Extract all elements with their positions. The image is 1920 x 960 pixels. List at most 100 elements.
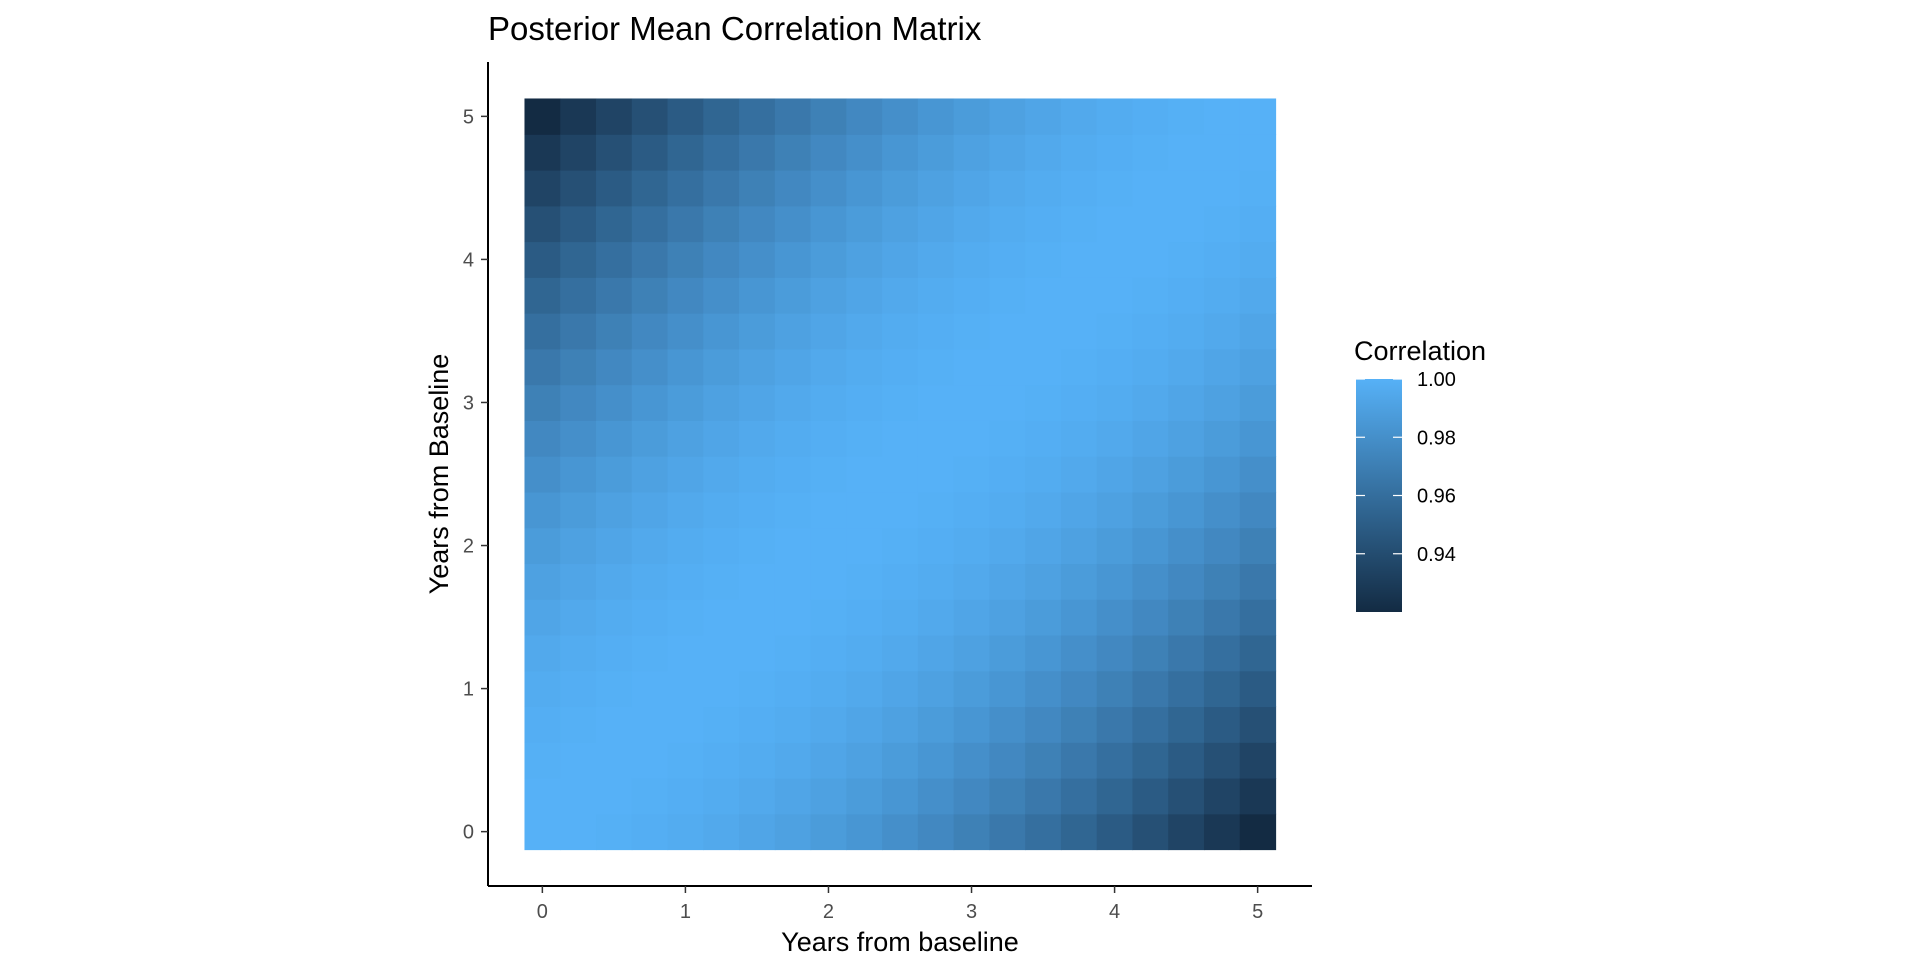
heatmap-cell <box>1060 456 1098 493</box>
heatmap-cell <box>953 205 991 243</box>
heatmap-cell <box>1168 420 1205 457</box>
heatmap-cell <box>631 599 669 636</box>
heatmap-cell <box>1239 205 1277 243</box>
heatmap-cell <box>1060 98 1098 135</box>
heatmap-cell <box>810 706 847 743</box>
heatmap-cell <box>560 599 597 636</box>
heatmap-cell <box>703 491 740 529</box>
heatmap-cell <box>703 348 740 386</box>
heatmap-cell <box>1060 491 1098 529</box>
heatmap-cell <box>917 813 955 851</box>
heatmap-cell <box>524 813 561 851</box>
heatmap-cell <box>989 813 1026 851</box>
heatmap-cell <box>917 98 955 135</box>
heatmap-cell <box>1239 599 1277 636</box>
heatmap-cell <box>1203 491 1241 529</box>
heatmap-cell <box>917 599 955 636</box>
y-axis-ticks: 0 1 2 3 4 5 <box>463 106 488 844</box>
heatmap-cell <box>810 777 847 815</box>
heatmap-cell <box>1239 706 1277 743</box>
heatmap-cell <box>739 384 776 421</box>
heatmap-cell <box>703 241 740 278</box>
heatmap-cell <box>953 134 991 171</box>
heatmap-cell <box>1203 813 1241 851</box>
heatmap-cell <box>846 634 883 672</box>
heatmap-cell <box>810 98 847 135</box>
heatmap-cell <box>989 241 1026 278</box>
heatmap-cell <box>596 599 633 636</box>
heatmap-cell <box>631 706 669 743</box>
heatmap-cell <box>846 670 883 708</box>
heatmap-cell <box>1239 313 1277 350</box>
heatmap-cell <box>882 706 919 743</box>
heatmap-cell <box>1096 527 1134 565</box>
heatmap-cell <box>1203 599 1241 636</box>
heatmap-cell <box>1168 563 1205 600</box>
heatmap-cell <box>1025 98 1062 135</box>
heatmap-cell <box>1168 348 1205 386</box>
heatmap-cell <box>882 384 919 421</box>
heatmap-cell <box>810 527 847 565</box>
heatmap-cell <box>1096 348 1134 386</box>
heatmap-cell <box>917 777 955 815</box>
heatmap-cell <box>1096 491 1134 529</box>
heatmap-cell <box>1132 313 1169 350</box>
heatmap-cell <box>739 134 776 171</box>
heatmap-cell <box>810 563 847 600</box>
heatmap-cell <box>524 742 561 779</box>
heatmap-cell <box>1239 563 1277 600</box>
heatmap-cell <box>1239 277 1277 314</box>
heatmap-cell <box>1168 456 1205 493</box>
x-tick-label: 3 <box>966 901 977 923</box>
heatmap-cell <box>917 563 955 600</box>
heatmap-cell <box>739 777 776 815</box>
heatmap-cell <box>774 813 812 851</box>
heatmap-cell <box>667 134 704 171</box>
heatmap-cell <box>631 384 669 421</box>
heatmap-cell <box>882 420 919 457</box>
heatmap-cell <box>774 742 812 779</box>
heatmap-cell <box>1025 313 1062 350</box>
heatmap-cell <box>810 134 847 171</box>
heatmap-cell <box>810 170 847 207</box>
heatmap-cell <box>846 134 883 171</box>
heatmap-cell <box>596 313 633 350</box>
heatmap-cell <box>631 742 669 779</box>
legend-tick-label: 0.98 <box>1417 427 1456 449</box>
heatmap-cell <box>524 420 561 457</box>
heatmap-cell <box>774 777 812 815</box>
heatmap-cell <box>631 527 669 565</box>
heatmap-cell <box>1060 742 1098 779</box>
heatmap-cell <box>596 205 633 243</box>
heatmap-cell <box>1168 742 1205 779</box>
heatmap-cell <box>631 134 669 171</box>
heatmap-cell <box>1060 277 1098 314</box>
heatmap-cell <box>953 313 991 350</box>
heatmap-cell <box>1132 634 1169 672</box>
heatmap-cell <box>1060 205 1098 243</box>
heatmap-cell <box>1168 384 1205 421</box>
heatmap-cell <box>524 634 561 672</box>
heatmap-cell <box>596 384 633 421</box>
heatmap-cell <box>882 170 919 207</box>
heatmap-cell <box>882 277 919 314</box>
heatmap-cell <box>846 98 883 135</box>
heatmap-cell <box>524 599 561 636</box>
heatmap-cell <box>739 563 776 600</box>
heatmap-cell <box>739 527 776 565</box>
heatmap-cell <box>1096 98 1134 135</box>
heatmap-cell <box>989 634 1026 672</box>
heatmap-cell <box>810 670 847 708</box>
heatmap-cell <box>739 599 776 636</box>
heatmap-cell <box>1168 134 1205 171</box>
color-legend: Correlation 1.00 0.98 0.96 0.94 <box>1354 336 1486 612</box>
heatmap-cell <box>1203 98 1241 135</box>
heatmap-cell <box>1132 742 1169 779</box>
heatmap-cell <box>596 241 633 278</box>
heatmap-cell <box>739 313 776 350</box>
heatmap-cell <box>953 241 991 278</box>
heatmap-cell <box>1203 134 1241 171</box>
heatmap-cell <box>810 420 847 457</box>
heatmap-cell <box>667 420 704 457</box>
